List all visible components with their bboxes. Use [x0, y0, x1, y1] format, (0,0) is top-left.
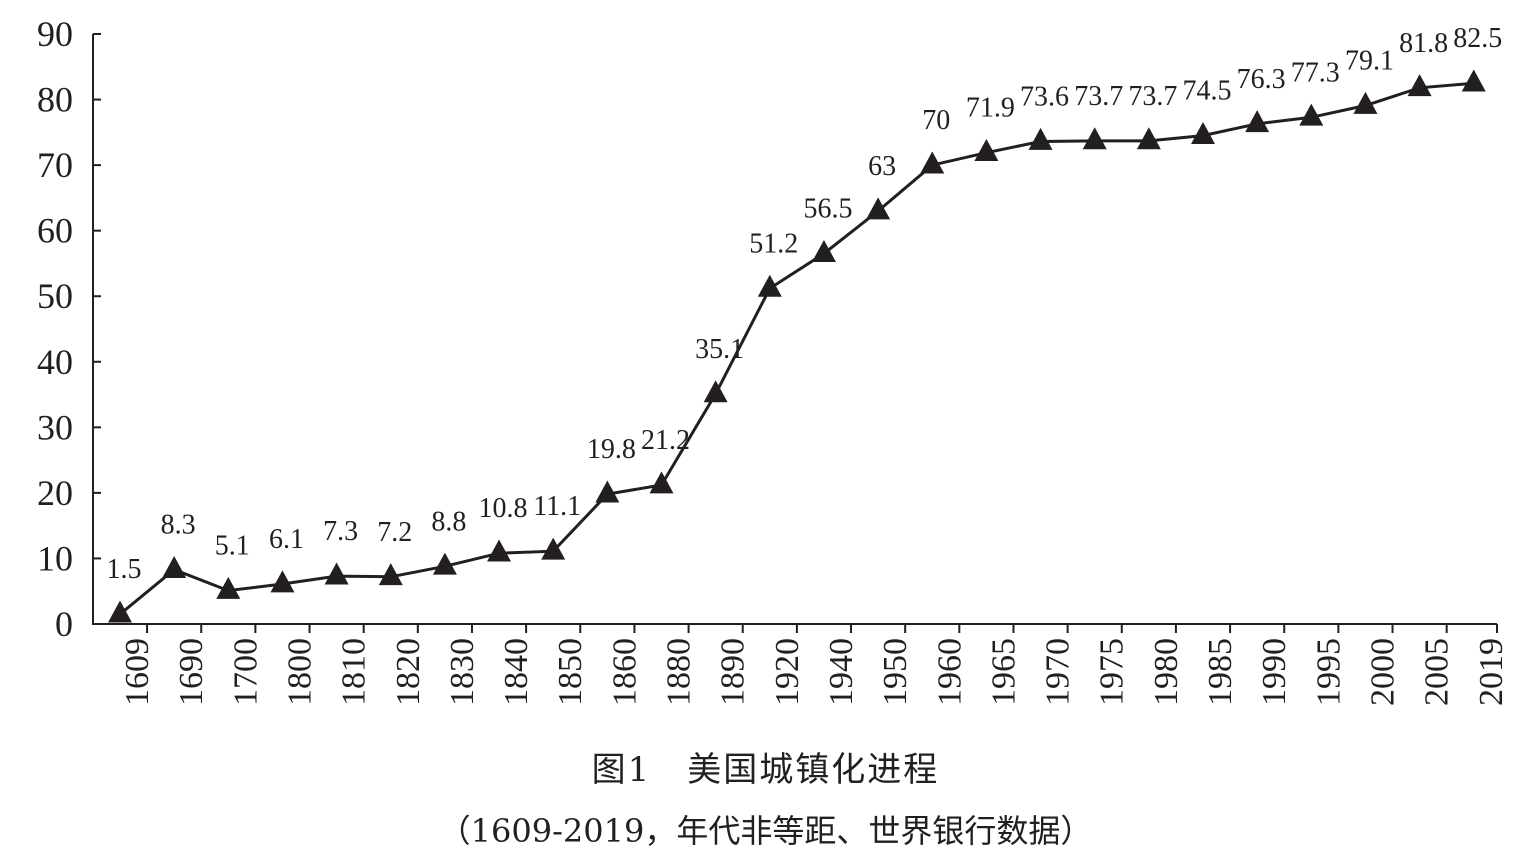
data-point-marker	[378, 563, 403, 586]
data-point-marker	[1082, 127, 1107, 150]
data-point-marker	[541, 537, 566, 560]
y-tick-label: 10	[37, 538, 73, 578]
data-label: 5.1	[215, 531, 250, 562]
data-label: 77.3	[1291, 57, 1340, 88]
x-tick-label: 1920	[769, 638, 806, 706]
series-markers	[108, 69, 1486, 623]
data-label: 74.5	[1183, 76, 1232, 107]
data-point-marker	[974, 139, 999, 162]
data-point-marker	[162, 555, 187, 578]
x-tick-label: 2000	[1364, 638, 1401, 706]
x-tick-label: 1820	[390, 638, 427, 706]
data-point-marker	[649, 471, 674, 494]
data-label: 7.3	[323, 516, 358, 547]
data-point-marker	[1136, 127, 1161, 150]
data-label: 76.3	[1237, 64, 1286, 95]
data-label: 82.5	[1453, 23, 1502, 54]
y-tick-label: 0	[55, 604, 73, 644]
data-point-marker	[1353, 91, 1378, 114]
data-label: 73.6	[1020, 82, 1069, 113]
x-tick-label: 1850	[552, 638, 589, 706]
x-tick-label: 1995	[1310, 638, 1347, 706]
data-label: 71.9	[966, 93, 1015, 124]
x-tick-label: 1965	[985, 638, 1022, 706]
data-point-marker	[432, 552, 457, 575]
data-label: 21.2	[641, 425, 690, 456]
x-tick-label: 2019	[1473, 638, 1510, 706]
data-point-marker	[1191, 121, 1215, 144]
x-tick-label: 1800	[281, 638, 318, 706]
x-tick-label: 1840	[498, 638, 535, 706]
data-label: 19.8	[587, 434, 636, 465]
data-label: 51.2	[749, 228, 798, 259]
y-tick-label: 30	[37, 407, 73, 447]
data-point-marker	[1245, 110, 1270, 133]
line-chart: 0 10 20 30 40 50 60 70 80 90 1609 1690 1700 1800 1810…	[37, 14, 1510, 706]
data-label: 1.5	[107, 554, 142, 585]
data-label: 8.3	[161, 510, 196, 541]
data-point-marker	[1299, 103, 1324, 126]
x-tick-label: 1880	[661, 638, 698, 706]
data-label: 6.1	[269, 524, 304, 555]
data-label: 70	[922, 105, 950, 136]
x-tick-label: 1985	[1202, 638, 1239, 706]
data-labels: 1.5 8.3 5.1 6.1 7.3 7.2 8.8 10.8 11.119.8 21.2 35.…	[107, 23, 1503, 585]
data-label: 10.8	[479, 493, 528, 524]
x-tick-label: 1960	[931, 638, 968, 706]
y-tick-label: 40	[37, 342, 73, 382]
chart-subtitle: （1609-2019，年代非等距、世界银行数据）	[438, 812, 1093, 850]
y-tick-label: 50	[37, 276, 73, 316]
data-point-marker	[324, 562, 349, 585]
x-tick-label: 1950	[877, 638, 914, 706]
x-tick-label: 1609	[119, 638, 156, 706]
x-axis-ticks: 1609 1690 1700 1800 1810 1820 1830 1840 1850 1860…	[119, 624, 1510, 706]
data-point-marker	[270, 570, 295, 593]
x-tick-label: 1970	[1040, 638, 1077, 706]
y-tick-label: 80	[37, 80, 73, 120]
chart-title: 图1 美国城镇化进程	[591, 750, 940, 790]
x-tick-label: 1990	[1256, 638, 1293, 706]
data-label: 7.2	[377, 517, 412, 548]
data-point-marker	[216, 576, 241, 599]
data-point-marker	[595, 480, 620, 503]
x-tick-label: 1980	[1148, 638, 1185, 706]
axes	[92, 34, 1497, 625]
x-tick-label: 1890	[715, 638, 752, 706]
y-tick-label: 20	[37, 473, 73, 513]
data-label: 11.1	[533, 491, 581, 522]
x-tick-label: 1690	[173, 638, 210, 706]
data-point-marker	[1461, 69, 1486, 92]
data-point-marker	[866, 197, 891, 220]
data-label: 73.7	[1074, 81, 1123, 112]
x-tick-label: 1975	[1094, 638, 1131, 706]
x-tick-label: 2005	[1419, 638, 1456, 706]
x-tick-label: 1860	[606, 638, 643, 706]
y-tick-label: 60	[37, 211, 73, 251]
data-point-marker	[487, 539, 512, 562]
y-axis-ticks: 0 10 20 30 40 50 60 70 80 90	[37, 14, 101, 644]
data-point-marker	[1028, 127, 1053, 150]
data-point-marker	[757, 274, 782, 297]
data-label: 63	[868, 151, 896, 182]
data-point-marker	[108, 600, 132, 623]
y-tick-label: 70	[37, 145, 73, 185]
data-point-marker	[920, 151, 945, 174]
data-point-marker	[811, 239, 836, 262]
data-point-marker	[703, 380, 728, 403]
data-label: 79.1	[1345, 45, 1394, 76]
data-label: 35.1	[695, 334, 744, 365]
x-tick-label: 1830	[444, 638, 481, 706]
data-label: 56.5	[803, 194, 852, 225]
data-point-marker	[1407, 74, 1432, 97]
y-tick-label: 90	[37, 14, 73, 54]
data-label: 81.8	[1399, 28, 1448, 59]
x-tick-label: 1700	[227, 638, 264, 706]
data-label: 8.8	[431, 506, 466, 537]
data-label: 73.7	[1128, 81, 1177, 112]
x-tick-label: 1810	[336, 638, 373, 706]
x-tick-label: 1940	[823, 638, 860, 706]
series-line	[119, 81, 1474, 616]
